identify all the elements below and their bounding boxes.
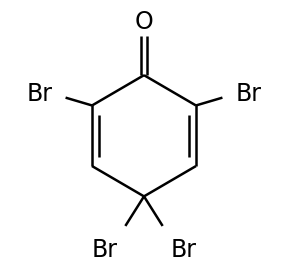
Text: Br: Br	[26, 82, 52, 106]
Text: Br: Br	[236, 82, 262, 106]
Text: Br: Br	[171, 238, 197, 262]
Text: O: O	[134, 10, 154, 34]
Text: Br: Br	[91, 238, 117, 262]
